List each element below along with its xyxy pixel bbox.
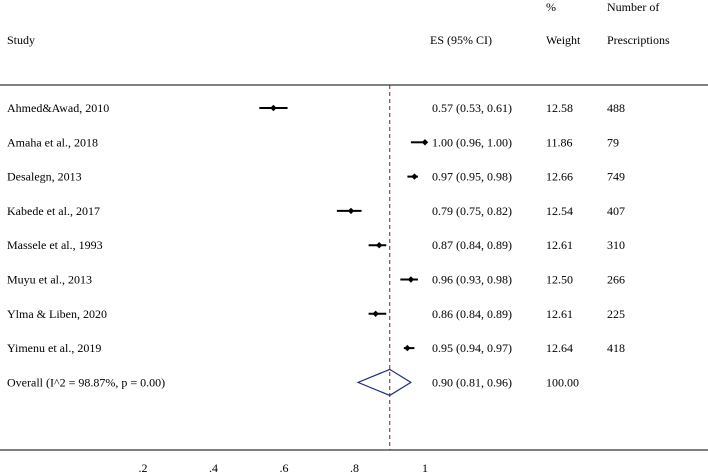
header-weight: Weight	[546, 33, 581, 47]
study-weight: 12.61	[546, 307, 573, 321]
study-n: 79	[607, 135, 619, 149]
study-label: Ahmed&Awad, 2010	[7, 101, 109, 115]
study-point	[372, 310, 379, 317]
study-es-text: 0.57 (0.53, 0.61)	[432, 101, 512, 115]
study-point	[421, 139, 429, 146]
x-axis-tick-label: .4	[209, 461, 218, 475]
study-es-text: 1.00 (0.96, 1.00)	[432, 135, 512, 149]
study-es-text: 0.87 (0.84, 0.89)	[432, 238, 512, 252]
study-es-text: 0.95 (0.94, 0.97)	[432, 341, 512, 355]
study-label: Massele et al., 1993	[7, 238, 103, 252]
x-axis-tick-label: .2	[139, 461, 148, 475]
header-weight-percent: %	[546, 0, 556, 14]
overall-label: Overall (I^2 = 98.87%, p = 0.00)	[7, 375, 165, 389]
study-label: Ylma & Liben, 2020	[7, 307, 107, 321]
study-weight: 11.86	[546, 135, 573, 149]
study-n: 310	[607, 238, 625, 252]
study-label: Desalegn, 2013	[7, 170, 82, 184]
study-point	[270, 104, 277, 112]
study-weight: 12.54	[546, 204, 573, 218]
x-axis-tick-label: .8	[350, 461, 359, 475]
study-n: 407	[607, 204, 625, 218]
x-axis-tick-label: .6	[280, 461, 289, 475]
study-n: 488	[607, 101, 625, 115]
study-n: 225	[607, 307, 625, 321]
study-point	[407, 276, 415, 283]
study-label: Amaha et al., 2018	[7, 135, 98, 149]
overall-diamond	[356, 368, 413, 397]
study-n: 266	[607, 273, 625, 287]
header-study: Study	[7, 33, 36, 47]
study-point	[347, 207, 355, 215]
study-es-text: 0.96 (0.93, 0.98)	[432, 273, 512, 287]
overall-weight: 100.00	[546, 375, 579, 389]
study-n: 749	[607, 170, 625, 184]
study-es-text: 0.79 (0.75, 0.82)	[432, 204, 512, 218]
study-weight: 12.58	[546, 101, 573, 115]
study-weight: 12.61	[546, 238, 573, 252]
study-point	[404, 344, 411, 352]
study-label: Muyu et al., 2013	[7, 273, 92, 287]
study-weight: 12.64	[546, 341, 573, 355]
header-number-of: Number of	[607, 0, 660, 14]
study-es-text: 0.97 (0.95, 0.98)	[432, 170, 512, 184]
study-label: Kabede et al., 2017	[7, 204, 100, 218]
study-label: Yimenu et al., 2019	[7, 341, 101, 355]
overall-es-text: 0.90 (0.81, 0.96)	[432, 375, 512, 389]
study-weight: 12.50	[546, 273, 573, 287]
study-weight: 12.66	[546, 170, 573, 184]
study-point	[411, 173, 418, 180]
study-n: 418	[607, 341, 625, 355]
study-point	[375, 242, 383, 249]
header-es: ES (95% CI)	[430, 33, 492, 47]
x-axis-tick-label: 1	[422, 461, 428, 475]
header-prescriptions: Prescriptions	[607, 33, 670, 47]
study-es-text: 0.86 (0.84, 0.89)	[432, 307, 512, 321]
